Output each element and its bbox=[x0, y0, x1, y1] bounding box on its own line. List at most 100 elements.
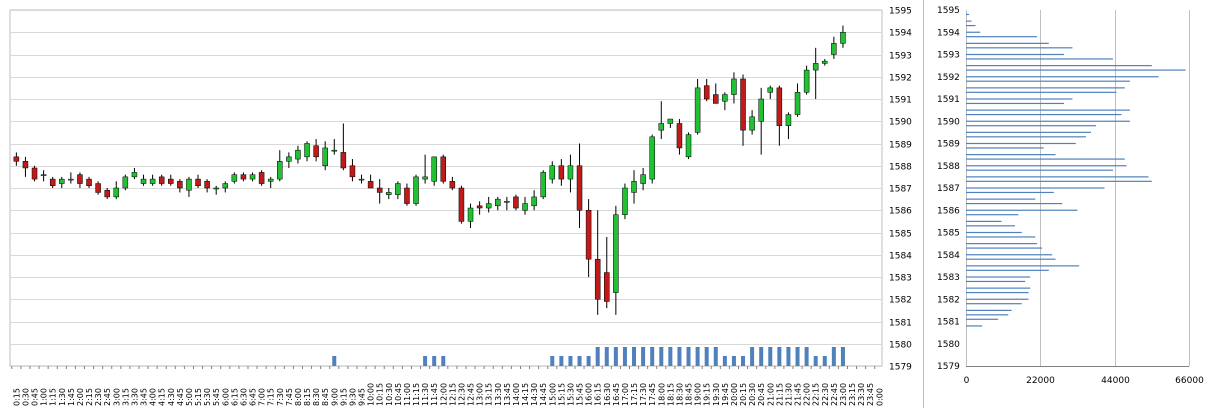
candle-up bbox=[295, 149, 301, 160]
time-tick-label: 23:30 bbox=[857, 383, 866, 406]
time-tick-label: 13:00 bbox=[476, 383, 485, 406]
profile-price-label: 1579 bbox=[937, 362, 960, 372]
volume-bar bbox=[840, 347, 845, 366]
time-tick-label: 5:45 bbox=[212, 388, 221, 406]
profile-bar bbox=[966, 291, 1029, 294]
profile-bar bbox=[966, 187, 1105, 189]
profile-price-label: 1580 bbox=[937, 340, 960, 350]
profile-price-label: 1585 bbox=[937, 229, 960, 239]
time-tick-label: 1:30 bbox=[58, 388, 67, 406]
candle-down bbox=[240, 174, 247, 180]
profile-bar bbox=[966, 53, 1064, 56]
candle-up bbox=[495, 198, 501, 207]
candle-down bbox=[558, 165, 565, 180]
candle-up bbox=[822, 60, 828, 64]
profile-bar bbox=[966, 76, 1159, 78]
volume-bar bbox=[441, 356, 446, 366]
profile-bar bbox=[966, 158, 1125, 160]
volume-bar bbox=[768, 347, 773, 366]
volume-bar bbox=[577, 356, 582, 366]
profile-bar bbox=[966, 265, 1080, 267]
candle-up bbox=[213, 187, 219, 190]
profile-x-tick-label: 22000 bbox=[1026, 376, 1055, 386]
time-tick-label: 1:45 bbox=[67, 388, 76, 406]
profile-price-label: 1581 bbox=[937, 318, 960, 328]
price-tick-label: 1584 bbox=[889, 252, 912, 262]
time-tick-label: 12:15 bbox=[448, 383, 457, 406]
time-tick-label: 6:45 bbox=[249, 388, 258, 406]
time-tick-label: 19:45 bbox=[721, 383, 730, 406]
candle-down bbox=[204, 181, 210, 189]
candle-down bbox=[713, 94, 719, 104]
volume-bar bbox=[641, 347, 646, 366]
profile-price-label: 1594 bbox=[937, 28, 960, 38]
profile-price-label: 1588 bbox=[937, 162, 960, 172]
candle-up bbox=[522, 203, 528, 211]
candle-down bbox=[585, 210, 592, 260]
price-tick-label: 1593 bbox=[889, 52, 912, 62]
time-tick-label: 16:00 bbox=[585, 383, 594, 406]
candle-up bbox=[304, 143, 310, 158]
volume-bar bbox=[568, 356, 573, 366]
candle-up bbox=[267, 178, 274, 182]
price-tick-label: 1588 bbox=[889, 163, 912, 173]
time-tick-label: 6:00 bbox=[221, 388, 230, 406]
volume-bar bbox=[813, 356, 818, 366]
candle-up bbox=[613, 214, 619, 293]
candle-down bbox=[104, 189, 110, 198]
time-tick-label: 12:00 bbox=[439, 383, 448, 406]
profile-x-tick-label: 66000 bbox=[1175, 376, 1204, 386]
time-tick-label: 11:00 bbox=[403, 383, 412, 406]
profile-bar bbox=[966, 154, 1056, 156]
volume-bar bbox=[831, 347, 836, 366]
candle-up bbox=[331, 149, 338, 152]
candle-up bbox=[812, 63, 819, 71]
candle-down bbox=[776, 87, 783, 126]
volume-bar bbox=[632, 347, 637, 366]
profile-bar bbox=[966, 147, 1044, 149]
price-tick-label: 1579 bbox=[889, 363, 912, 373]
profile-bar bbox=[966, 31, 981, 33]
price-tick-label: 1589 bbox=[889, 141, 912, 151]
volume-bar bbox=[332, 356, 337, 366]
volume-bar bbox=[668, 347, 673, 366]
time-tick-label: 11:15 bbox=[412, 383, 421, 406]
time-tick-label: 11:30 bbox=[421, 383, 430, 406]
time-tick-label: 21:00 bbox=[766, 383, 775, 406]
candle-down bbox=[158, 176, 165, 184]
time-tick-label: 2:15 bbox=[85, 388, 94, 406]
time-tick-label: 7:30 bbox=[276, 388, 285, 406]
volume-bar bbox=[622, 347, 627, 366]
profile-bar bbox=[966, 254, 1053, 256]
candle-up bbox=[113, 187, 120, 198]
profile-bar bbox=[966, 20, 972, 22]
candle-down bbox=[676, 123, 683, 149]
time-tick-label: 12:45 bbox=[467, 383, 476, 406]
profile-x-tick-label: 0 bbox=[964, 376, 970, 386]
volume-bar bbox=[613, 347, 618, 366]
candle-up bbox=[122, 176, 129, 189]
candle-down bbox=[86, 178, 92, 187]
time-tick-label: 20:45 bbox=[757, 383, 766, 406]
profile-price-label: 1592 bbox=[937, 73, 960, 83]
profile-price-label: 1591 bbox=[937, 95, 960, 105]
candle-down bbox=[168, 178, 174, 184]
price-tick-label: 1595 bbox=[889, 7, 912, 17]
volume-bar bbox=[695, 347, 700, 366]
profile-bar bbox=[966, 113, 1122, 116]
candle-up bbox=[413, 176, 419, 204]
profile-bar bbox=[966, 80, 1130, 82]
volume-bar bbox=[650, 347, 655, 366]
volume-bar bbox=[423, 356, 428, 366]
profile-bar bbox=[966, 13, 970, 16]
profile-price-label: 1595 bbox=[937, 6, 960, 16]
candle-down bbox=[177, 181, 183, 189]
volume-bar bbox=[604, 347, 609, 366]
time-tick-label: 23:00 bbox=[839, 383, 848, 406]
time-tick-label: 14:45 bbox=[539, 383, 548, 406]
profile-bar bbox=[966, 258, 1056, 260]
candle-up bbox=[749, 116, 755, 131]
profile-bar bbox=[966, 180, 1152, 182]
volume-bar bbox=[795, 347, 800, 366]
